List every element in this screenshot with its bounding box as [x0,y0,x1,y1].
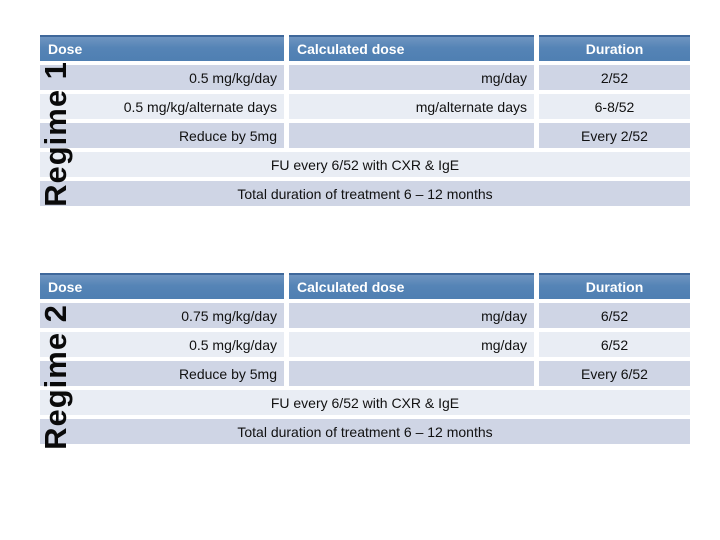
cell-text: FU every 6/52 with CXR & IgE [270,156,460,173]
cell-text: Total duration of treatment 6 – 12 month… [237,423,493,440]
regime1-row1-dose: 0.5 mg/kg/day [40,65,284,90]
header-label: Calculated dose [297,41,405,57]
regime1-total-duration-row: Total duration of treatment 6 – 12 month… [40,181,690,206]
regime1-header-duration: Duration [539,35,690,61]
regime1-row2-calculated: mg/alternate days [289,94,534,119]
cell-text: FU every 6/52 with CXR & IgE [270,394,460,411]
regime1-row2-duration: 6-8/52 [539,94,690,119]
regime1-header-dose: Dose [40,35,284,61]
cell-text: Reduce by 5mg [178,365,277,382]
regime2-header-dose: Dose [40,273,284,299]
regime2-row3-calculated [289,361,534,386]
header-label: Dose [48,41,83,57]
header-label: Duration [585,279,644,295]
cell-text: mg/alternate days [415,98,527,115]
regime1-row3-calculated [289,123,534,148]
regime2-row1-calculated: mg/day [289,303,534,328]
regime2-header-duration: Duration [539,273,690,299]
cell-text: Every 2/52 [581,127,648,144]
cell-text: 6/52 [600,336,629,353]
regime2-total-duration-row: Total duration of treatment 6 – 12 month… [40,419,690,444]
cell-text: mg/day [481,69,527,86]
regime2-row2-calculated: mg/day [289,332,534,357]
header-label: Dose [48,279,83,295]
regime1-row3-duration: Every 2/52 [539,123,690,148]
cell-text: 0.5 mg/kg/day [189,69,277,86]
cell-text: Total duration of treatment 6 – 12 month… [237,185,493,202]
regime2-vertical-label: Regime 2 [34,300,78,454]
regime2-row3-duration: Every 6/52 [539,361,690,386]
regime1-table: Dose Calculated dose Duration 0.5 mg/kg/… [40,35,690,206]
regime1-row3-dose: Reduce by 5mg [40,123,284,148]
cell-text: 0.5 mg/kg/day [189,336,277,353]
cell-text: 6/52 [600,307,629,324]
cell-text: Reduce by 5mg [178,127,277,144]
cell-text: mg/day [481,307,527,324]
cell-text: 6-8/52 [594,98,635,115]
regime-label-text: Regime 1 [38,61,73,207]
cell-text: 2/52 [600,69,629,86]
regime1-row2-dose: 0.5 mg/kg/alternate days [40,94,284,119]
regime1-vertical-label: Regime 1 [34,60,78,208]
cell-text: Every 6/52 [581,365,648,382]
regime1-row1-calculated: mg/day [289,65,534,90]
regime2-followup-row: FU every 6/52 with CXR & IgE [40,390,690,415]
regime2-row2-dose: 0.5 mg/kg/day [40,332,284,357]
regime1-followup-row: FU every 6/52 with CXR & IgE [40,152,690,177]
header-label: Duration [585,41,644,57]
cell-text: 0.75 mg/kg/day [181,307,277,324]
regime2-row3-dose: Reduce by 5mg [40,361,284,386]
regime1-header-calculated-dose: Calculated dose [289,35,534,61]
regime2-row2-duration: 6/52 [539,332,690,357]
cell-text: 0.5 mg/kg/alternate days [123,98,277,115]
header-label: Calculated dose [297,279,405,295]
regime1-row1-duration: 2/52 [539,65,690,90]
regime2-row1-dose: 0.75 mg/kg/day [40,303,284,328]
regime2-header-calculated-dose: Calculated dose [289,273,534,299]
regime-label-text: Regime 2 [38,304,73,450]
cell-text: mg/day [481,336,527,353]
regime2-row1-duration: 6/52 [539,303,690,328]
regime2-table: Dose Calculated dose Duration 0.75 mg/kg… [40,273,690,444]
